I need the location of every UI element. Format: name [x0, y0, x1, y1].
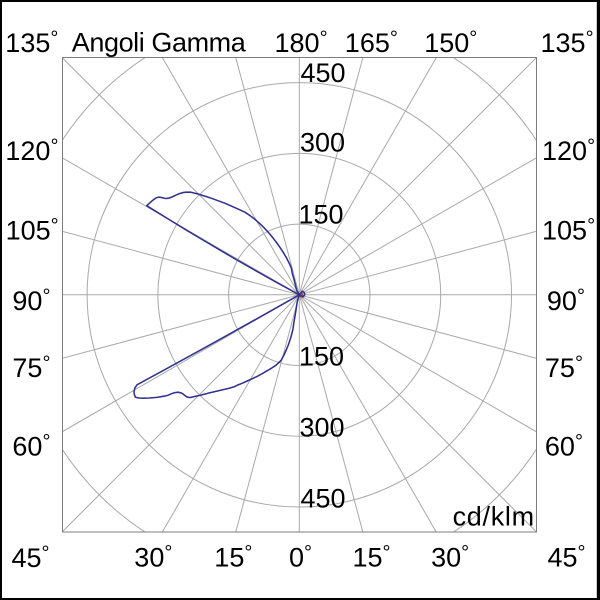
svg-text:135°: 135° [5, 28, 58, 58]
svg-text:300: 300 [300, 413, 345, 443]
svg-text:120°: 120° [542, 136, 595, 166]
svg-text:cd/klm: cd/klm [453, 502, 535, 532]
svg-text:105°: 105° [542, 215, 595, 245]
svg-text:60°: 60° [12, 431, 50, 461]
svg-text:150°: 150° [424, 28, 477, 58]
svg-text:300: 300 [300, 128, 345, 158]
svg-text:180°: 180° [275, 28, 328, 58]
svg-text:120°: 120° [5, 136, 58, 166]
svg-text:450: 450 [301, 58, 346, 88]
svg-text:450: 450 [301, 484, 346, 514]
svg-text:150: 150 [299, 200, 344, 230]
svg-text:165°: 165° [345, 28, 398, 58]
svg-text:105°: 105° [6, 215, 59, 245]
svg-text:Angoli Gamma: Angoli Gamma [72, 28, 247, 58]
svg-text:135°: 135° [541, 28, 594, 58]
svg-text:30°: 30° [134, 542, 172, 572]
svg-text:150: 150 [299, 342, 344, 372]
